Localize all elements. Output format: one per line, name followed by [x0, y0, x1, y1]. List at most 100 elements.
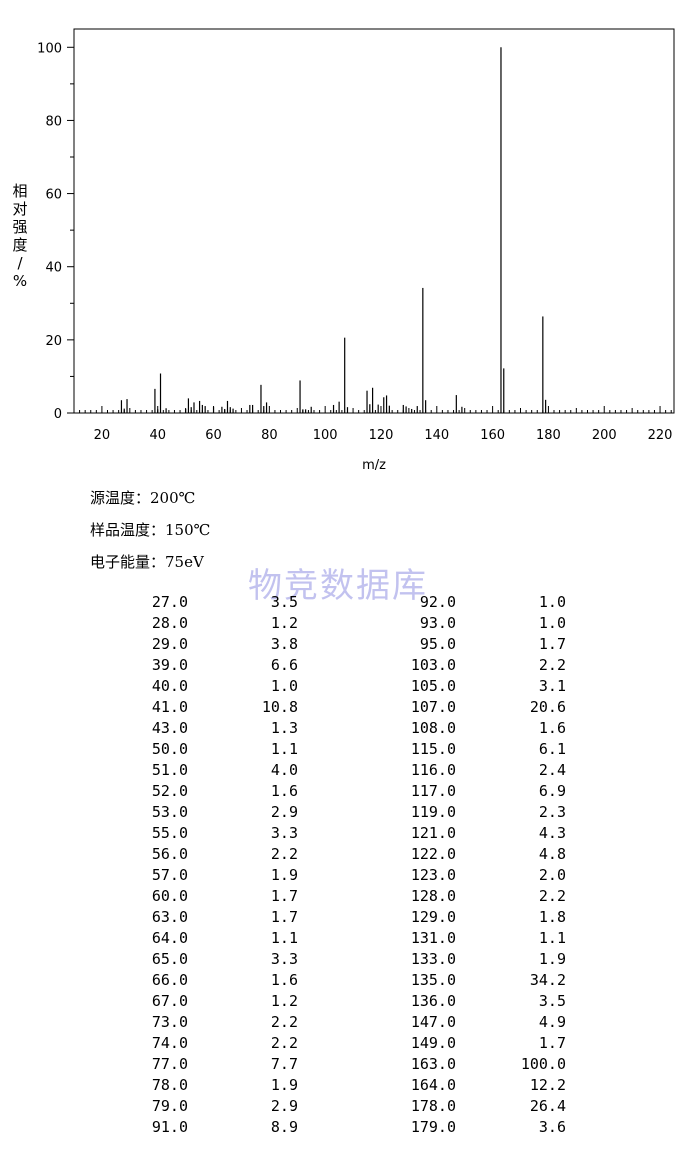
table-row: 64.0 1.1 131.0 1.1	[120, 928, 566, 949]
table-row: 78.0 1.9 164.0 12.2	[120, 1075, 566, 1096]
y-axis-label: 相 对 强 度 / %	[10, 182, 30, 290]
intensity-cell: 1.6	[538, 719, 566, 737]
intensity-cell: 4.3	[538, 824, 566, 842]
intensity-cell: 4.9	[538, 1013, 566, 1031]
y-axis-label-char: %	[12, 272, 28, 290]
x-tick-label: 80	[261, 428, 278, 443]
table-row: 39.0 6.6 103.0 2.2	[120, 655, 566, 676]
mz-cell: 73.0	[151, 1013, 188, 1031]
mz-cell: 103.0	[410, 656, 456, 674]
intensity-cell: 1.0	[538, 614, 566, 632]
mz-cell: 131.0	[410, 929, 456, 947]
x-tick-label: 120	[369, 428, 394, 443]
mz-cell: 65.0	[151, 950, 188, 968]
y-axis-label-char: 强	[12, 218, 28, 236]
table-row: 43.0 1.3 108.0 1.6	[120, 718, 566, 739]
y-tick-label: 40	[45, 261, 62, 276]
intensity-cell: 2.2	[270, 845, 298, 863]
mz-cell: 56.0	[151, 845, 188, 863]
intensity-cell: 2.9	[270, 803, 298, 821]
intensity-cell: 3.3	[270, 824, 298, 842]
intensity-cell: 1.9	[270, 1076, 298, 1094]
intensity-cell: 2.9	[270, 1097, 298, 1115]
peak-table: 27.0 3.5 92.0 1.0 28.0 1.2 93.0 1.0 29.0 3.8 95.0 1…	[120, 592, 566, 1138]
mz-cell: 149.0	[410, 1034, 456, 1052]
table-row: 41.0 10.8 107.0 20.6	[120, 697, 566, 718]
intensity-cell: 100.0	[520, 1055, 566, 1073]
intensity-cell: 26.4	[529, 1097, 566, 1115]
mz-cell: 79.0	[151, 1097, 188, 1115]
intensity-cell: 6.9	[538, 782, 566, 800]
mz-cell: 39.0	[151, 656, 188, 674]
x-tick-label: 200	[592, 428, 617, 443]
intensity-cell: 1.6	[270, 782, 298, 800]
intensity-cell: 1.9	[538, 950, 566, 968]
intensity-cell: 3.1	[538, 677, 566, 695]
intensity-cell: 3.5	[270, 593, 298, 611]
y-axis-label-char: /	[17, 254, 23, 272]
mz-cell: 121.0	[410, 824, 456, 842]
table-row: 74.0 2.2 149.0 1.7	[120, 1033, 566, 1054]
table-row: 56.0 2.2 122.0 4.8	[120, 844, 566, 865]
intensity-cell: 10.8	[261, 698, 298, 716]
intensity-cell: 1.1	[538, 929, 566, 947]
x-tick-label: 60	[205, 428, 222, 443]
x-axis-label: m/z	[362, 458, 386, 473]
x-tick-label: 220	[648, 428, 673, 443]
y-axis-label-char: 相	[12, 182, 28, 200]
mz-cell: 51.0	[151, 761, 188, 779]
table-row: 73.0 2.2 147.0 4.9	[120, 1012, 566, 1033]
y-tick-label: 60	[45, 188, 62, 203]
mz-cell: 133.0	[410, 950, 456, 968]
mz-cell: 55.0	[151, 824, 188, 842]
mz-cell: 122.0	[410, 845, 456, 863]
watermark: 物竞数据库	[248, 566, 428, 606]
intensity-cell: 2.2	[270, 1013, 298, 1031]
mz-cell: 93.0	[419, 614, 456, 632]
intensity-cell: 1.2	[270, 992, 298, 1010]
intensity-cell: 8.9	[270, 1118, 298, 1136]
mz-cell: 108.0	[410, 719, 456, 737]
intensity-cell: 1.7	[538, 1034, 566, 1052]
mz-cell: 129.0	[410, 908, 456, 926]
sample-temperature: 样品温度：150℃	[90, 521, 211, 539]
intensity-cell: 3.6	[538, 1118, 566, 1136]
mz-cell: 119.0	[410, 803, 456, 821]
mz-cell: 91.0	[151, 1118, 188, 1136]
intensity-cell: 1.1	[270, 929, 298, 947]
intensity-cell: 1.7	[270, 887, 298, 905]
table-row: 77.0 7.7 163.0 100.0	[120, 1054, 566, 1075]
intensity-cell: 2.2	[270, 1034, 298, 1052]
table-row: 50.0 1.1 115.0 6.1	[120, 739, 566, 760]
table-row: 40.0 1.0 105.0 3.1	[120, 676, 566, 697]
intensity-cell: 1.7	[270, 908, 298, 926]
table-row: 79.0 2.9 178.0 26.4	[120, 1096, 566, 1117]
mz-cell: 29.0	[151, 635, 188, 653]
x-tick-label: 20	[94, 428, 111, 443]
mz-cell: 95.0	[419, 635, 456, 653]
table-row: 51.0 4.0 116.0 2.4	[120, 760, 566, 781]
mz-cell: 115.0	[410, 740, 456, 758]
mz-cell: 136.0	[410, 992, 456, 1010]
intensity-cell: 4.8	[538, 845, 566, 863]
intensity-cell: 3.8	[270, 635, 298, 653]
table-row: 67.0 1.2 136.0 3.5	[120, 991, 566, 1012]
intensity-cell: 2.4	[538, 761, 566, 779]
table-row: 57.0 1.9 123.0 2.0	[120, 865, 566, 886]
table-row: 29.0 3.8 95.0 1.7	[120, 634, 566, 655]
y-tick-label: 80	[45, 114, 62, 129]
x-tick-label: 40	[149, 428, 166, 443]
intensity-cell: 12.2	[529, 1076, 566, 1094]
mz-cell: 123.0	[410, 866, 456, 884]
mz-cell: 179.0	[410, 1118, 456, 1136]
table-row: 60.0 1.7 128.0 2.2	[120, 886, 566, 907]
y-axis-label-char: 对	[12, 200, 28, 218]
intensity-cell: 2.2	[538, 656, 566, 674]
mz-cell: 163.0	[410, 1055, 456, 1073]
intensity-cell: 3.3	[270, 950, 298, 968]
electron-energy: 电子能量：75eV	[90, 553, 204, 571]
mz-cell: 41.0	[151, 698, 188, 716]
y-tick-label: 100	[37, 41, 62, 56]
intensity-cell: 1.3	[270, 719, 298, 737]
mz-cell: 178.0	[410, 1097, 456, 1115]
